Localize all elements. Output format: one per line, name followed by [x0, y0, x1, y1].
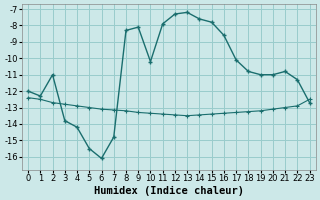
X-axis label: Humidex (Indice chaleur): Humidex (Indice chaleur)	[94, 186, 244, 196]
